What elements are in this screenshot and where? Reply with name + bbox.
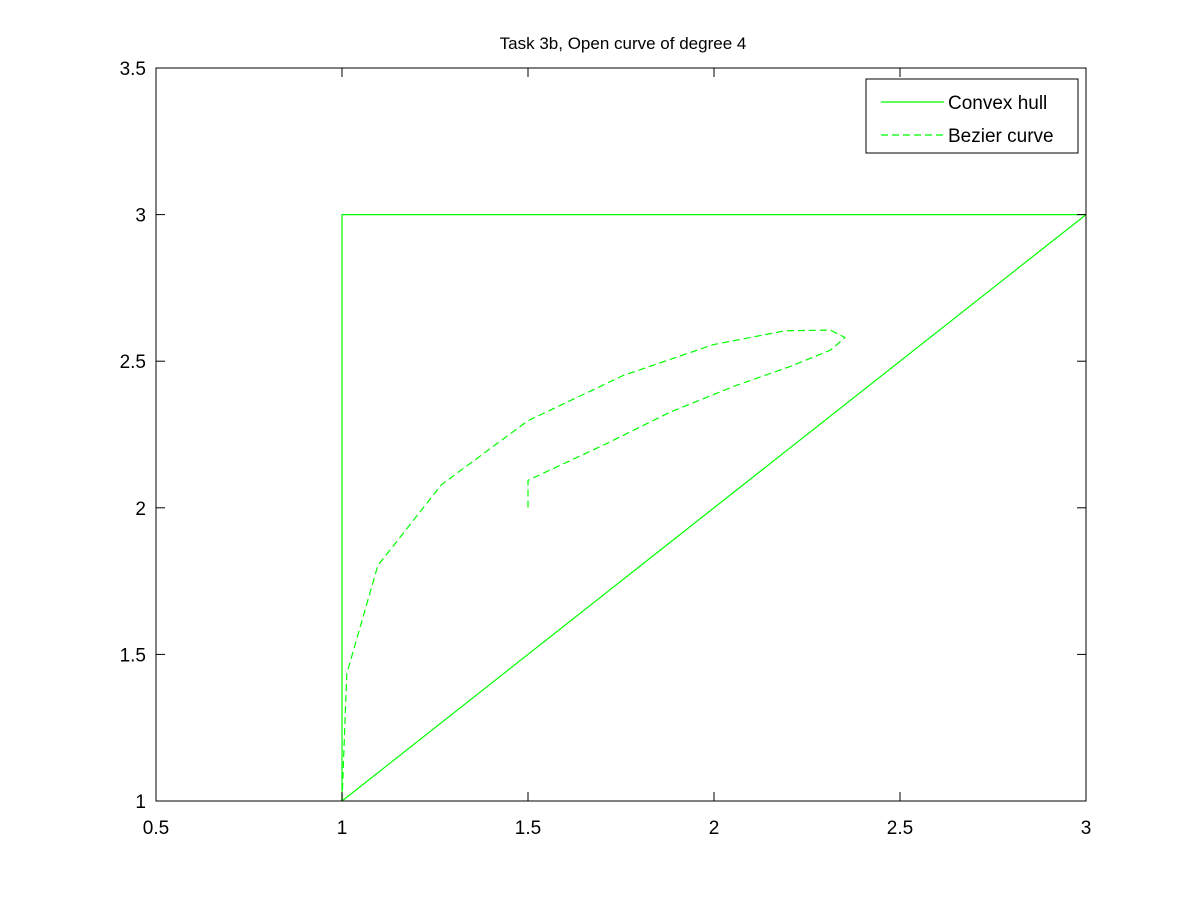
axes-box [155,67,1087,802]
series-line-bezier-curve [341,329,846,802]
y-tick-label: 3 [135,206,146,227]
series-line-convex-hull [341,214,1087,802]
x-tick-label: 2.5 [887,818,913,839]
x-tick-label: 3 [1081,818,1092,839]
legend-box [865,78,1079,154]
chart-title: Task 3b, Open curve of degree 4 [500,34,747,53]
x-tick-label: 0.5 [143,818,169,839]
legend-label-bezier-curve: Bezier curve [948,126,1054,147]
plot-area [341,214,1087,802]
y-tick-label: 2.5 [120,352,146,373]
y-tick-label: 1 [135,792,146,813]
y-tick-label: 2 [135,499,146,520]
x-tick-label: 1 [337,818,348,839]
axes: 0.5 1 1.5 2 2.5 3 1 1.5 2 2.5 3 3.5 [120,59,1092,839]
y-tick-label: 3.5 [120,59,146,80]
legend-label-convex-hull: Convex hull [948,93,1047,114]
x-tick-label: 2 [709,818,720,839]
x-tick-label: 1.5 [515,818,541,839]
y-tick-label: 1.5 [120,645,146,666]
legend: Convex hull Bezier curve [865,78,1079,154]
